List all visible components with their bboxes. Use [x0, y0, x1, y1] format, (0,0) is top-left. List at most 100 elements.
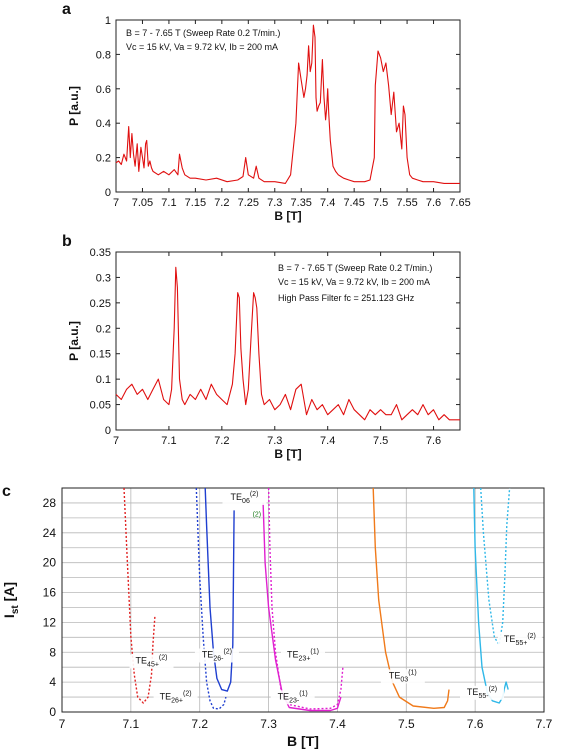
threshold-curve — [195, 487, 227, 710]
x-axis-label: B [T] — [274, 447, 301, 461]
y-tick-label: 20 — [43, 556, 57, 570]
y-tick-label: 0.25 — [90, 298, 111, 310]
x-tick-label: 7.4 — [320, 197, 335, 209]
threshold-curve — [372, 487, 450, 709]
threshold-curve — [480, 487, 511, 646]
mode-label-bg — [497, 632, 542, 647]
mode-label: TE55-(2) — [467, 686, 497, 700]
mode-label-main: TE — [160, 691, 172, 701]
mode-label-main: TE — [231, 492, 243, 502]
series-line — [115, 266, 460, 421]
threshold-curve — [262, 502, 342, 712]
y-axis-label: Ist [A] — [1, 582, 21, 618]
mode-label-main: TE — [202, 649, 214, 659]
x-tick-label: 7.25 — [238, 197, 259, 209]
mode-label-main: TE — [467, 687, 479, 697]
x-tick-label: 7.3 — [260, 717, 277, 731]
mode-label-sub: 23- — [289, 697, 300, 704]
x-tick-label: 7.1 — [161, 197, 176, 209]
mode-label-sub: 55- — [478, 693, 489, 700]
panel-c: 7 7.1 7.2 7.3 7.4 7.5 7.6 7.70481216202428TE45+… — [1, 483, 553, 749]
annotation: High Pass Filter fc = 251.123 GHz — [278, 293, 415, 303]
mode-label-main: TE — [389, 670, 401, 680]
y-axis-label: P [a.u.] — [67, 321, 81, 361]
mode-label: TE45+(2) — [136, 654, 168, 668]
annotation: B = 7 - 7.65 T (Sweep Rate 0.2 T/min.) — [126, 28, 280, 38]
y-axis-label-unit: [A] — [1, 582, 17, 605]
y-tick-label: 4 — [49, 675, 56, 689]
mode-label-sub: 23+ — [299, 655, 311, 662]
mode-label: TE03(1) — [389, 669, 417, 683]
y-tick-label: 24 — [43, 526, 57, 540]
mode-label-sub: 26+ — [171, 697, 183, 704]
threshold-curve — [204, 487, 235, 692]
x-tick-label: 7.3 — [267, 435, 282, 447]
mode-label-sub: 06 — [242, 498, 250, 505]
mode-label-bg — [380, 669, 425, 684]
y-tick-label: 0.2 — [96, 153, 111, 165]
panel-a: 7 7.05 7.1 7.15 7.2 7.25 7.3 7.35 7.4 7.45 7.5 7.55… — [62, 1, 471, 223]
threshold-curve — [267, 487, 344, 710]
x-axis-label: B [T] — [274, 209, 301, 223]
annotation: B = 7 - 7.65 T (Sweep Rate 0.2 T/min.) — [278, 263, 432, 273]
panel-letter: a — [62, 1, 71, 18]
y-axis-label-sub: st — [10, 605, 21, 615]
annotation: Vc = 15 kV, Va = 9.72 kV, Ib = 200 mA — [126, 42, 278, 52]
y-axis-label-main: I — [1, 614, 17, 618]
x-tick-label: 7.5 — [373, 435, 388, 447]
y-tick-label: 8 — [49, 645, 56, 659]
mode-label-bg — [222, 490, 267, 505]
threshold-curve — [473, 487, 509, 704]
x-tick-label: 7.1 — [123, 717, 140, 731]
x-tick-label: 7.4 — [320, 435, 335, 447]
x-axis-label: B [T] — [287, 733, 319, 749]
panel-letter: c — [2, 483, 11, 500]
x-tick-label: 7.15 — [185, 197, 206, 209]
mode-label-bg — [129, 654, 174, 669]
y-tick-label: 0.4 — [96, 118, 111, 130]
y-tick-label: 28 — [43, 496, 57, 510]
mode-label-main: TE — [136, 655, 148, 665]
mode-label-bg — [153, 690, 198, 705]
x-tick-label: 7.3 — [267, 197, 282, 209]
mode-label-bg — [281, 648, 325, 663]
threshold-curve — [123, 487, 156, 704]
x-tick-label: 7.65 — [449, 197, 470, 209]
mode-label-bg — [270, 690, 315, 705]
mode-label-sub: 55+ — [515, 640, 527, 647]
mode-label-sub: 03 — [400, 676, 408, 683]
mode-label-main: TE — [278, 691, 290, 701]
x-tick-label: 7 — [113, 435, 119, 447]
x-tick-label: 7.6 — [426, 435, 441, 447]
series-line — [115, 24, 460, 184]
x-tick-label: 7.2 — [191, 717, 208, 731]
y-tick-label: 16 — [43, 586, 57, 600]
mode-label-sup: (1) — [299, 690, 308, 697]
mode-label-sub: 26- — [213, 655, 224, 662]
x-tick-label: 7.2 — [214, 435, 229, 447]
mode-label-sup: (2) — [489, 686, 498, 693]
plot-frame — [61, 487, 545, 713]
y-tick-label: 0.1 — [96, 374, 111, 386]
x-tick-label: 7.6 — [467, 717, 484, 731]
x-tick-label: 7.7 — [536, 717, 553, 731]
y-tick-label: 0.35 — [90, 247, 111, 259]
mode-label-bg — [194, 648, 239, 663]
mode-label-sup: (1) — [408, 669, 417, 676]
x-tick-label: 7.45 — [343, 197, 364, 209]
mode-label: TE06(2) — [231, 491, 259, 505]
panel-letter: b — [62, 233, 72, 250]
y-tick-label: 0 — [49, 705, 56, 719]
y-tick-label: 0.8 — [96, 49, 111, 61]
y-tick-label: 0.15 — [90, 349, 111, 361]
mode-label: TE23+(1) — [287, 648, 319, 662]
x-tick-label: 7.35 — [291, 197, 312, 209]
y-tick-label: 0.2 — [96, 323, 111, 335]
plot-frame — [115, 19, 461, 193]
y-tick-label: 0.3 — [96, 272, 111, 284]
y-tick-label: 0 — [105, 187, 111, 199]
mode-label-sup: (2) — [527, 633, 536, 640]
x-tick-label: 7.5 — [373, 197, 388, 209]
x-tick-label: 7.1 — [161, 435, 176, 447]
